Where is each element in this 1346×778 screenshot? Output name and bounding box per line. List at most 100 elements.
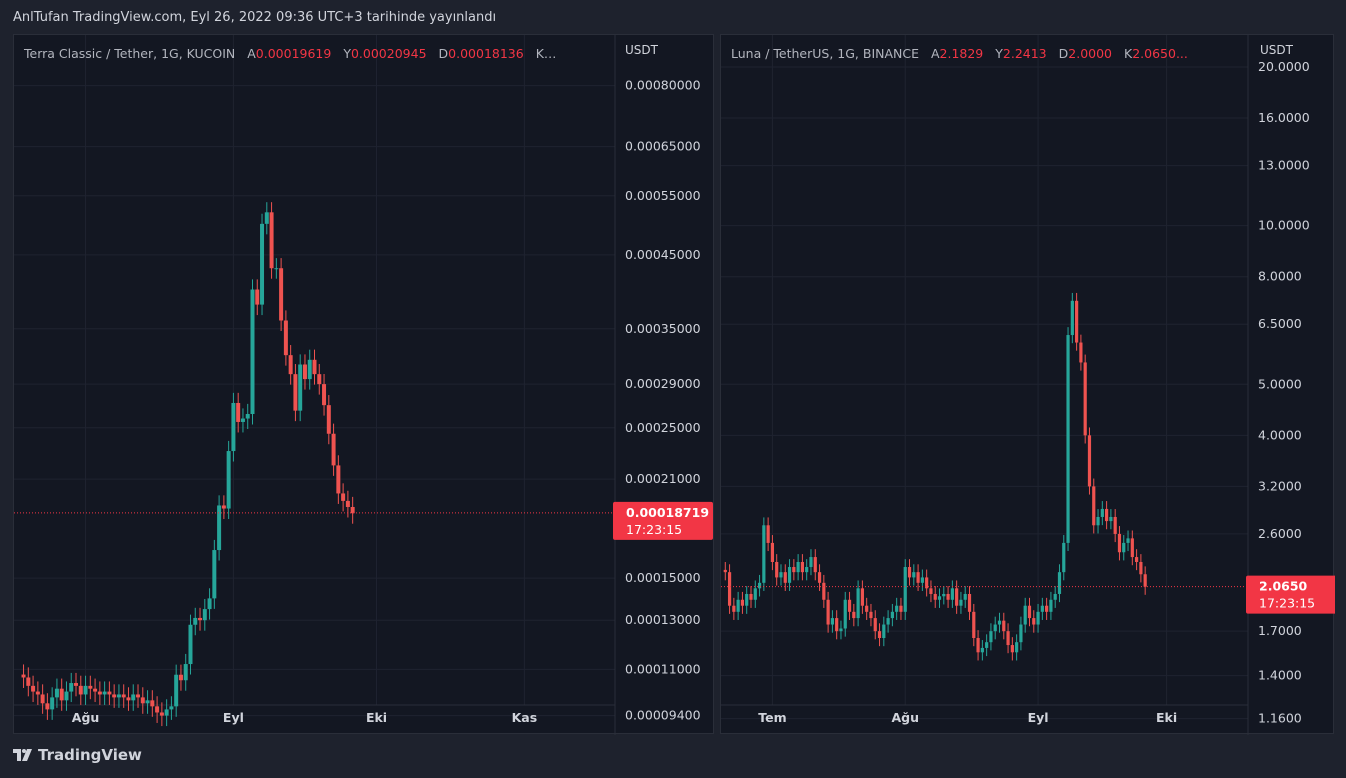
candle-body [1122, 542, 1126, 553]
low-value: 0.00018136 [448, 46, 524, 61]
candlestick-chart[interactable]: 20.0000 16.0000 13.0000 10.0000 8.0000 6.5000… [721, 35, 1335, 735]
candle-body [886, 618, 890, 625]
candle-body [88, 685, 93, 689]
candle-body [45, 703, 50, 710]
candle-body [250, 289, 255, 414]
candle-body [972, 611, 976, 639]
chart-panel-luna[interactable]: 20.0000 16.0000 13.0000 10.0000 8.0000 6.5000… [720, 34, 1335, 735]
candle-body [83, 685, 88, 695]
candle-body [1032, 618, 1036, 625]
candle-body [1053, 593, 1057, 600]
candle-body [779, 572, 783, 578]
countdown-timer: 17:23:15 [1259, 596, 1315, 611]
y-tick-label: 13.0000 [1258, 158, 1310, 173]
candle-body [1143, 574, 1147, 587]
candle-body [245, 413, 250, 419]
candle-body [240, 418, 245, 422]
candle-body [1109, 516, 1113, 522]
candle-body [989, 631, 993, 643]
candle-body [1126, 538, 1130, 543]
candle-body [1062, 542, 1066, 573]
candle-body [839, 628, 843, 632]
candle-body [183, 664, 188, 681]
tradingview-logo[interactable]: TradingView [13, 746, 142, 764]
candlestick-chart[interactable]: 0.00080000 0.00065000 0.00055000 0.00045000… [14, 35, 715, 735]
candle-body [796, 561, 800, 573]
candle-body [288, 355, 293, 375]
low-label: D [438, 46, 449, 61]
candle-body [736, 599, 740, 612]
candle-body [753, 588, 757, 600]
open-label: A [247, 46, 256, 61]
candle-body [723, 569, 727, 573]
candle-body [145, 700, 150, 704]
y-tick-label: 1.1600 [1258, 711, 1302, 726]
candle-body [174, 674, 179, 707]
y-tick-label: 20.0000 [1258, 59, 1310, 74]
y-tick-label: 0.00035000 [625, 321, 701, 336]
candle-body [293, 374, 298, 411]
close-label: K [1124, 46, 1133, 61]
x-tick-label: Ağu [72, 710, 100, 725]
last-price-tag [1246, 575, 1335, 614]
candle-body [221, 505, 226, 509]
candle-body [916, 572, 920, 583]
candle-body [920, 577, 924, 583]
candle-body [1139, 561, 1143, 575]
candle-body [727, 572, 732, 606]
y-tick-label: 0.00013000 [625, 612, 701, 627]
candle-body [775, 561, 779, 578]
chart-legend: Luna / TetherUS, 1G, BINANCE A2.1829 Y2.… [731, 46, 1196, 61]
high-label: Y [995, 46, 1003, 61]
candle-body [150, 700, 155, 707]
candle-body [1049, 599, 1053, 612]
candle-body [822, 582, 826, 600]
candle-body [783, 572, 787, 583]
last-price-value: 2.0650 [1259, 579, 1308, 594]
y-tick-label: 0.00025000 [625, 420, 701, 435]
low-value: 2.0000 [1068, 46, 1113, 61]
x-tick-label: Eki [366, 710, 387, 725]
candle-body [345, 500, 350, 507]
candle-body [925, 577, 929, 589]
candle-body [31, 685, 36, 692]
y-tick-label: 3.2000 [1258, 478, 1302, 493]
candle-body [1087, 435, 1092, 487]
y-tick-label: 6.5000 [1258, 316, 1302, 331]
last-price-tag [613, 501, 713, 540]
chart-panel-terra-classic[interactable]: 0.00080000 0.00065000 0.00055000 0.00045000… [13, 34, 715, 735]
y-tick-label: 0.00065000 [625, 139, 701, 154]
candle-body [193, 617, 198, 625]
candle-body [1135, 557, 1139, 562]
candle-body [188, 624, 193, 665]
countdown-timer: 17:23:15 [626, 522, 682, 537]
candle-body [350, 506, 355, 514]
high-label: Y [343, 46, 351, 61]
candle-body [856, 588, 860, 619]
candle-body [869, 611, 873, 619]
candle-body [107, 691, 112, 695]
candle-body [1100, 508, 1104, 517]
candle-body [787, 567, 792, 583]
y-tick-label: 8.0000 [1258, 269, 1302, 284]
candle-body [21, 674, 26, 678]
candle-body [997, 620, 1002, 625]
y-tick-label: 0.00021000 [625, 471, 701, 486]
y-tick-label: 0.00029000 [625, 376, 701, 391]
x-tick-label: Eyl [1028, 710, 1049, 725]
x-tick-label: Ağu [891, 710, 919, 725]
candle-body [236, 402, 241, 422]
candle-body [159, 712, 164, 716]
candle-body [899, 605, 903, 612]
candle-body [1113, 516, 1117, 534]
open-label: A [930, 46, 940, 61]
low-label: D [1058, 46, 1069, 61]
candle-body [302, 364, 307, 380]
open-value: 2.1829 [939, 46, 984, 61]
y-tick-label: 2.6000 [1258, 526, 1302, 541]
candle-body [1083, 362, 1087, 436]
candle-body [202, 609, 207, 621]
candle-body [78, 685, 83, 695]
y-tick-label: 10.0000 [1258, 218, 1310, 233]
candle-body [895, 605, 899, 612]
